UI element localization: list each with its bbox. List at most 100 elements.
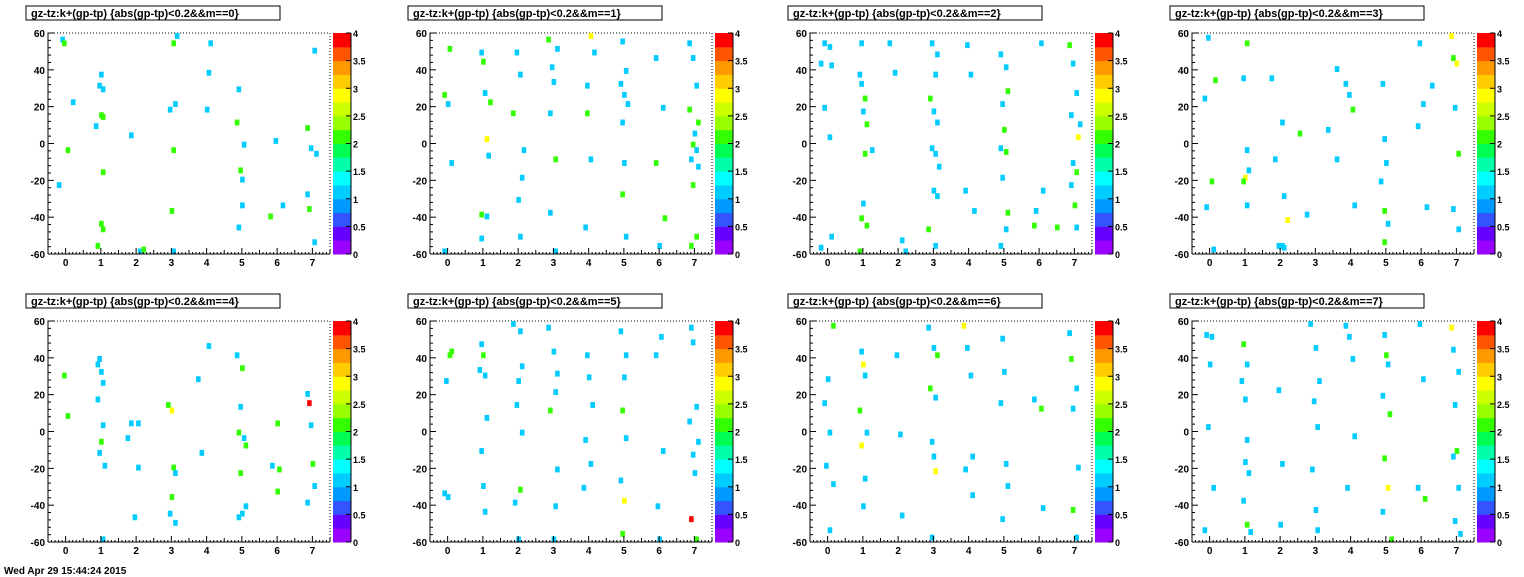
data-cell <box>824 462 829 469</box>
data-cell <box>660 448 666 454</box>
data-cell <box>1452 518 1458 524</box>
data-cell <box>56 182 62 189</box>
panel-title: gz-tz:k+(gp-tp) {abs(gp-tp)<0.2&&m==1} <box>413 8 622 20</box>
color-scale-band <box>1477 129 1495 144</box>
color-scale-band <box>715 514 733 529</box>
data-cell <box>620 191 625 198</box>
x-tick-label: 2 <box>133 258 139 269</box>
x-tick-label: 0 <box>825 258 831 269</box>
data-cell <box>1281 244 1287 251</box>
data-cell <box>1076 134 1081 141</box>
z-tick-label: 1.5 <box>735 455 748 465</box>
data-cell <box>1451 346 1456 353</box>
y-tick-label: -40 <box>413 213 428 224</box>
z-tick-label: 1 <box>1497 195 1502 205</box>
data-cell <box>100 226 106 233</box>
data-cell <box>623 435 629 442</box>
z-tick-label: 2 <box>735 428 740 438</box>
color-scale-band <box>1095 431 1113 446</box>
data-cell <box>204 106 210 113</box>
data-cell <box>998 242 1004 249</box>
data-cell <box>1241 341 1246 348</box>
data-cell <box>928 385 933 392</box>
color-scale-band <box>715 472 733 488</box>
y-tick-label: 40 <box>34 354 46 365</box>
data-cell <box>270 462 275 469</box>
color-scale-band <box>1095 528 1113 543</box>
data-cell <box>100 536 106 543</box>
data-cell <box>1039 405 1044 412</box>
x-tick-label: 3 <box>169 546 175 557</box>
data-cell <box>1246 167 1252 174</box>
data-cell <box>516 196 521 203</box>
color-scale-band <box>1095 321 1113 336</box>
data-cell <box>1308 321 1313 327</box>
data-cell <box>898 431 903 438</box>
data-cell <box>822 400 827 407</box>
plot-frame <box>429 32 713 255</box>
color-scale-band <box>1095 514 1113 529</box>
color-scale-band <box>1477 500 1495 515</box>
data-cell <box>1380 80 1386 87</box>
y-tick-label: 20 <box>416 103 428 114</box>
y-tick-label: 0 <box>1183 428 1189 439</box>
data-cell <box>1347 333 1352 340</box>
data-cell <box>236 86 242 93</box>
data-cell <box>546 324 551 331</box>
x-tick-label: 1 <box>1242 546 1248 557</box>
data-cell <box>1424 204 1430 211</box>
data-cell <box>1297 130 1303 137</box>
color-scale-band <box>1095 143 1113 158</box>
color-scale-band <box>1095 334 1113 350</box>
data-cell <box>482 90 488 96</box>
panel-m0: gz-tz:k+(gp-tp) {abs(gp-tp)<0.2&&m==0} 0 1… <box>25 5 366 269</box>
color-scale-band <box>1477 445 1495 460</box>
y-tick-label: 20 <box>34 103 46 114</box>
plot-frame <box>1191 320 1475 543</box>
data-cell <box>933 71 938 78</box>
data-cell <box>692 130 698 137</box>
data-cell <box>689 324 694 331</box>
data-cell <box>859 80 864 87</box>
data-cell <box>622 374 627 381</box>
data-cell <box>95 396 101 403</box>
x-tick-label: 5 <box>1001 546 1007 557</box>
color-scale-band <box>1095 184 1113 200</box>
color-scale-band <box>1477 417 1495 432</box>
x-tick-label: 6 <box>274 258 280 269</box>
x-tick-label: 6 <box>656 546 662 557</box>
data-cell <box>690 339 696 346</box>
y-tick-label: 0 <box>801 140 807 151</box>
data-cell <box>689 156 694 163</box>
data-cell <box>696 163 701 170</box>
data-cell <box>518 233 523 240</box>
x-tick-label: 4 <box>204 258 210 269</box>
x-tick-label: 0 <box>445 258 451 269</box>
data-cell <box>1456 150 1461 157</box>
x-tick-label: 7 <box>1072 258 1078 269</box>
data-cell <box>1003 64 1009 71</box>
color-scale-band <box>333 486 351 502</box>
data-cell <box>1454 448 1460 454</box>
data-cell <box>447 352 453 359</box>
y-tick-label: -60 <box>31 250 46 261</box>
x-tick-label: 0 <box>1207 546 1213 557</box>
data-cell <box>102 462 108 469</box>
data-cell <box>829 62 834 69</box>
data-cell <box>1000 335 1005 342</box>
panel-title: gz-tz:k+(gp-tp) {abs(gp-tp)<0.2&&m==2} <box>793 8 1002 20</box>
data-cell <box>1244 361 1250 368</box>
data-cell <box>308 145 314 152</box>
data-cell <box>1313 507 1319 513</box>
data-cell <box>1069 355 1074 362</box>
data-cell <box>479 211 484 218</box>
color-scale-band <box>1477 431 1495 446</box>
data-cell <box>240 510 245 517</box>
data-cell <box>1421 101 1426 108</box>
data-cell <box>548 209 553 216</box>
data-cell <box>1385 220 1391 227</box>
data-cell <box>1451 206 1456 213</box>
data-cell <box>519 363 525 370</box>
data-cell <box>1451 55 1456 61</box>
